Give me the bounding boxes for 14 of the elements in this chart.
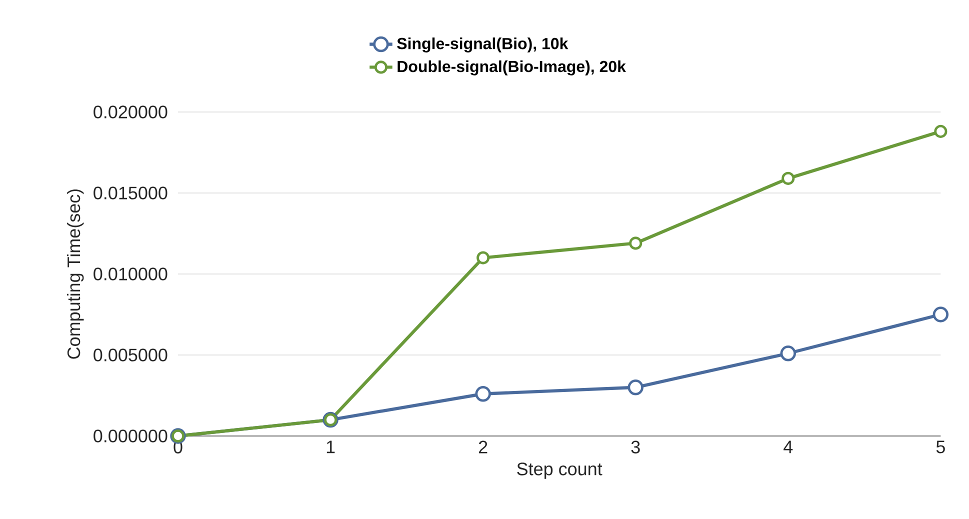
x-tick-label: 5: [936, 440, 945, 454]
y-tick-label: 0.020000: [94, 106, 168, 118]
y-tick-label: 0.015000: [94, 186, 168, 200]
x-axis-title: Step count: [517, 462, 602, 479]
x-tick-label: 4: [784, 440, 793, 454]
x-tick-label: 2: [478, 440, 488, 454]
legend-label: Double-signal(Bio-Image), 20k: [398, 60, 626, 76]
y-tick-label: 0.010000: [94, 268, 168, 280]
y-axis-title: Computing Time(sec): [66, 189, 84, 359]
y-tick-label: 0.005000: [94, 348, 168, 362]
y-tick-label: 0.000000: [94, 430, 168, 442]
legend-label: Single-signal(Bio), 10k: [397, 37, 568, 52]
x-tick-label: 3: [631, 440, 640, 454]
x-tick-label: 1: [326, 440, 335, 454]
